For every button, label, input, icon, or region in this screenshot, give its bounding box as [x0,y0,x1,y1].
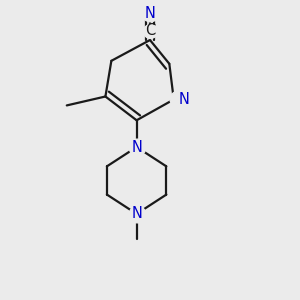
Text: N: N [178,92,189,107]
Text: N: N [131,206,142,221]
Text: N: N [131,140,142,154]
Text: N: N [145,6,155,21]
Text: C: C [145,23,155,38]
